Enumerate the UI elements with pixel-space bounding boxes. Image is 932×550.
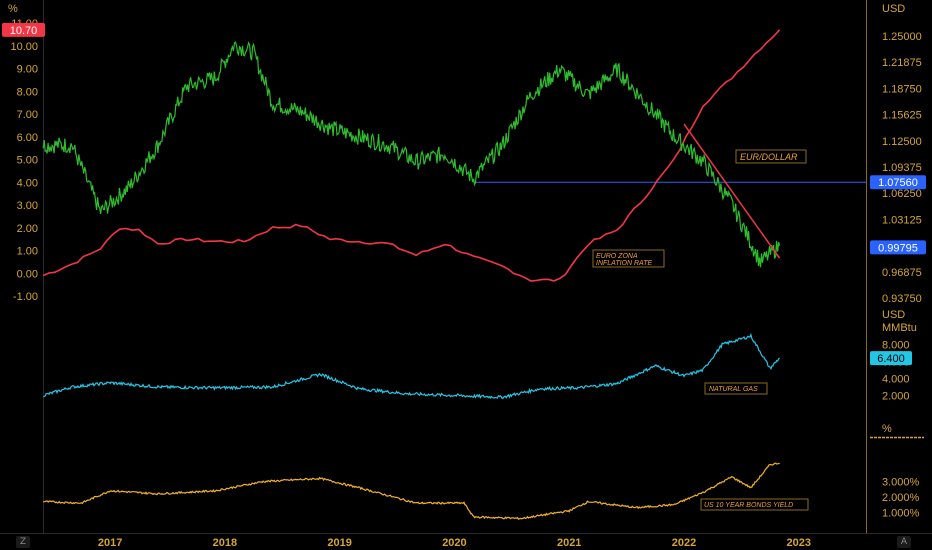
right-axis-unit-label: USD [882, 3, 905, 15]
inflation-last-value-tag-bg [2, 22, 45, 37]
eurusd-last-value-tag-bg [870, 240, 926, 255]
scale-mode-button[interactable]: Z [16, 536, 30, 548]
middle-axis-unit-label-2: MMBtu [882, 322, 917, 334]
eur-dollar-label: EUR/DOLLAR [740, 152, 798, 162]
x-axis-ticks: 2017 2018 2019 2020 2021 2022 2023 [98, 537, 811, 549]
bonds-yield-line [43, 462, 780, 520]
left-tick-label: 8.00 [17, 86, 38, 98]
left-tick-label: 3.00 [17, 200, 38, 212]
left-tick-label: 9.00 [17, 64, 38, 76]
x-tick-label: 2022 [672, 537, 696, 549]
inflation-label-1: EURO ZONA [596, 253, 638, 260]
natural-gas-annotation: NATURAL GAS [704, 382, 768, 395]
x-tick-label: 2019 [327, 537, 351, 549]
right-tick-label: 1.25000 [882, 31, 922, 43]
right-tick-label: 1.15625 [882, 110, 922, 122]
right-tick-label: 0.96875 [882, 267, 922, 279]
eur-dollar-annotation: EUR/DOLLAR [735, 149, 807, 164]
gas-tick-label: 2.000 [882, 391, 910, 403]
x-tick-label: 2017 [98, 537, 122, 549]
x-tick-label: 2021 [557, 537, 581, 549]
left-axis-unit: % [8, 3, 18, 15]
gas-last-value-tag: 6.400 [877, 353, 905, 365]
x-tick-label: 2023 [786, 537, 810, 549]
value-tags: 10.70 1.07560 0.99795 6.400 [2, 22, 926, 366]
right-tick-label: 1.06250 [882, 188, 922, 200]
middle-axis-unit-label-1: USD [882, 309, 905, 321]
left-tick-label: 2.00 [17, 223, 38, 235]
left-tick-label: 5.00 [17, 155, 38, 167]
left-tick-label: 0.00 [17, 268, 38, 280]
eurusd-trendline [683, 123, 781, 259]
gas-tick-label: 4.000 [882, 374, 910, 386]
support-line-value-tag-bg [870, 175, 926, 190]
left-tick-label: 1.00 [17, 246, 38, 258]
bond-tick-label: 3.000% [882, 477, 920, 489]
left-axis-unit-label: % [8, 3, 18, 15]
left-tick-label: 7.00 [17, 109, 38, 121]
right-tick-label: 1.03125 [882, 214, 922, 226]
inflation-label-2: INFLATION RATE [596, 260, 652, 267]
right-tick-label: 1.09375 [882, 162, 922, 174]
eurusd-line [42, 41, 781, 268]
inflation-annotation: EURO ZONA INFLATION RATE [592, 249, 665, 268]
inflation-last-value-tag: 10.70 [10, 25, 38, 37]
auto-scale-button[interactable]: A [897, 536, 911, 548]
x-tick-label: 2020 [442, 537, 466, 549]
gas-tick-label: 8.000 [882, 340, 910, 352]
natural-gas-line [43, 332, 780, 400]
left-tick-label: 4.00 [17, 177, 38, 189]
bonds-label: US 10 YEAR BONDS YIELD [704, 502, 793, 509]
natural-gas-label: NATURAL GAS [709, 386, 758, 393]
x-tick-label: 2018 [213, 537, 237, 549]
left-tick-label: 10.00 [10, 41, 38, 53]
bonds-annotation: US 10 YEAR BONDS YIELD [700, 498, 809, 511]
right-tick-label: 1.21875 [882, 57, 922, 69]
bottom-axis-unit-label: % [882, 423, 892, 435]
right-tick-label: 1.12500 [882, 136, 922, 148]
right-tick-label: 1.18750 [882, 83, 922, 95]
left-tick-label: 6.00 [17, 132, 38, 144]
support-line-value-tag: 1.07560 [878, 177, 918, 189]
bond-tick-label: 2.000% [882, 492, 920, 504]
bond-tick-label: 1.000% [882, 507, 920, 519]
inflation-line [42, 29, 781, 282]
left-tick-label: -1.00 [13, 291, 38, 303]
right-tick-label: 0.93750 [882, 293, 922, 305]
bond-axis-ticks: 1.000% 2.000% 3.000% [882, 477, 920, 520]
eurusd-last-value-tag: 0.99795 [878, 242, 918, 254]
gas-last-value-tag-bg [870, 351, 912, 366]
